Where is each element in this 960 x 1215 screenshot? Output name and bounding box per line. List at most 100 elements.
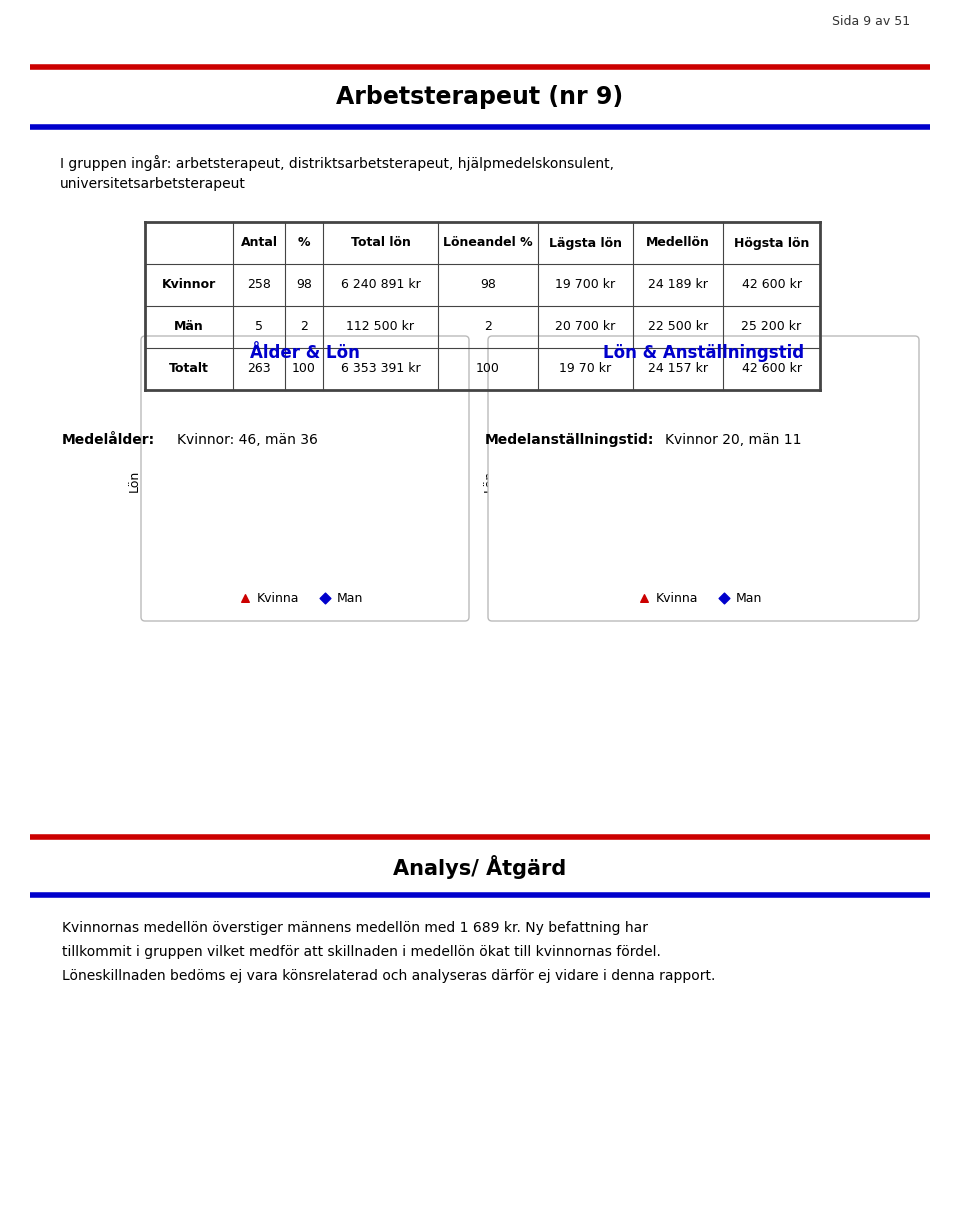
Point — [603, 476, 618, 496]
Point — [297, 499, 312, 519]
Point — [357, 488, 372, 508]
FancyBboxPatch shape — [488, 337, 919, 621]
Point — [754, 463, 769, 482]
Point — [793, 448, 808, 468]
Point — [741, 484, 756, 503]
Point — [682, 468, 697, 487]
Point — [710, 482, 726, 502]
Point — [276, 488, 291, 508]
Point — [616, 481, 632, 501]
Point — [787, 492, 803, 512]
Point — [237, 588, 252, 608]
Point — [252, 490, 268, 509]
Point — [345, 457, 360, 476]
Point — [669, 476, 684, 496]
Point — [664, 486, 680, 505]
Point — [804, 460, 819, 480]
Point — [696, 465, 711, 485]
Point — [645, 456, 660, 475]
Point — [352, 479, 368, 498]
Point — [306, 484, 322, 503]
Point — [370, 474, 385, 493]
Point — [303, 469, 319, 488]
Point — [552, 465, 567, 485]
Point — [758, 496, 774, 515]
Text: Sida 9 av 51: Sida 9 av 51 — [832, 15, 910, 28]
Point — [630, 467, 645, 486]
Point — [249, 430, 264, 450]
Point — [737, 480, 753, 499]
Point — [300, 498, 316, 518]
Point — [327, 473, 343, 492]
Point — [215, 485, 230, 504]
Text: 263: 263 — [247, 362, 271, 375]
Point — [277, 475, 293, 495]
Point — [775, 482, 790, 502]
Point — [673, 490, 688, 509]
Point — [229, 474, 245, 493]
Point — [255, 480, 271, 499]
Point — [703, 475, 718, 495]
Point — [344, 501, 359, 520]
Text: Högsta lön: Högsta lön — [733, 237, 809, 249]
Point — [230, 479, 246, 498]
Point — [640, 467, 656, 486]
Point — [615, 467, 631, 486]
Point — [766, 486, 781, 505]
Point — [708, 486, 723, 505]
Point — [591, 475, 607, 495]
Point — [245, 464, 260, 484]
Point — [341, 487, 356, 507]
Point — [588, 492, 603, 512]
Point — [642, 480, 658, 499]
Point — [837, 470, 852, 490]
Point — [656, 490, 671, 509]
Point — [221, 485, 236, 504]
Point — [243, 463, 258, 482]
Point — [604, 470, 619, 490]
Point — [684, 474, 700, 493]
Point — [209, 482, 225, 502]
Text: 98: 98 — [296, 278, 312, 292]
Point — [654, 467, 669, 486]
Point — [323, 475, 338, 495]
Point — [244, 479, 259, 498]
Point — [727, 467, 742, 486]
Text: Män: Män — [174, 321, 204, 333]
Point — [346, 476, 361, 496]
Point — [615, 485, 631, 504]
Point — [218, 482, 233, 502]
Point — [265, 484, 280, 503]
Point — [769, 469, 784, 488]
Point — [229, 477, 245, 497]
Point — [561, 488, 576, 508]
Point — [226, 473, 241, 492]
Y-axis label: Lön: Lön — [483, 470, 496, 492]
Point — [843, 477, 858, 497]
Point — [774, 482, 789, 502]
Point — [760, 424, 776, 443]
Point — [209, 481, 225, 501]
Text: Ålder & Lön: Ålder & Lön — [250, 344, 360, 362]
Text: Medelanställningstid:: Medelanställningstid: — [485, 433, 655, 447]
Point — [314, 484, 329, 503]
Point — [261, 480, 276, 499]
Point — [596, 451, 612, 470]
Text: Kvinna: Kvinna — [656, 592, 698, 605]
Point — [577, 470, 592, 490]
Point — [256, 486, 272, 505]
Point — [213, 468, 228, 487]
Point — [564, 488, 580, 508]
Point — [648, 475, 663, 495]
Point — [764, 424, 780, 443]
Point — [267, 467, 282, 486]
Point — [619, 479, 635, 498]
Point — [831, 480, 847, 499]
Point — [370, 451, 385, 470]
Point — [269, 477, 284, 497]
Point — [341, 459, 356, 479]
Point — [365, 458, 380, 477]
Point — [389, 485, 404, 504]
Text: 24 189 kr: 24 189 kr — [648, 278, 708, 292]
Point — [244, 467, 259, 486]
